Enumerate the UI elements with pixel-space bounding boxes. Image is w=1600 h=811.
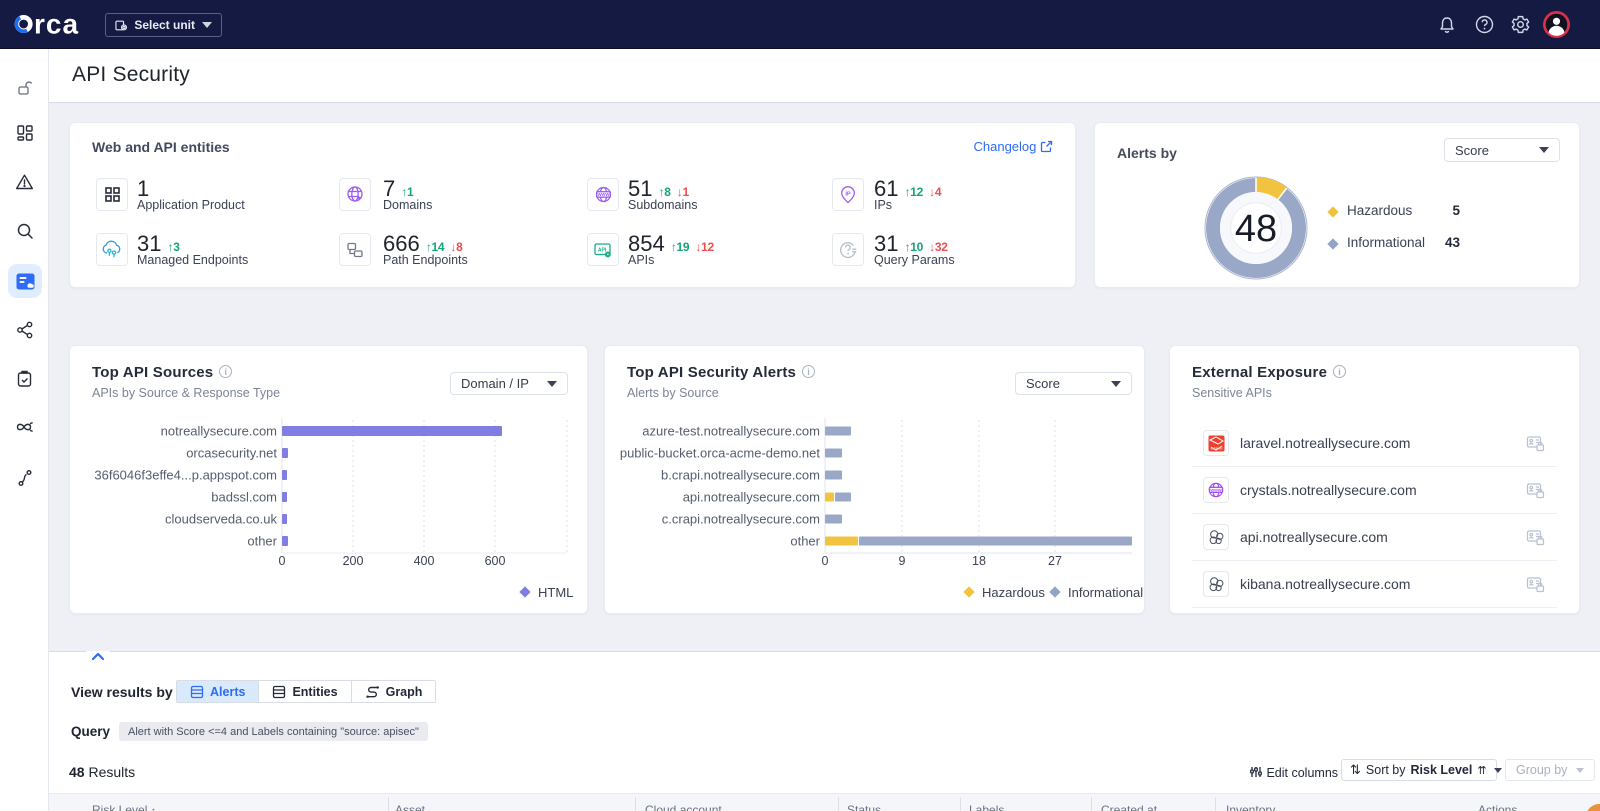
svg-text:azure-test.notreallysecure.com: azure-test.notreallysecure.com — [642, 424, 820, 439]
svg-text:400: 400 — [414, 554, 435, 568]
svg-text:9: 9 — [899, 554, 906, 568]
svg-text:18: 18 — [972, 554, 986, 568]
svg-text:IP: IP — [845, 191, 851, 197]
svg-text:orcasecurity.net: orcasecurity.net — [186, 446, 277, 461]
svg-text:notreallysecure.com: notreallysecure.com — [161, 424, 277, 439]
svg-text:WWW: WWW — [597, 192, 609, 197]
svg-text:48: 48 — [1235, 208, 1277, 250]
svg-text:public-bucket.orca-acme-demo.n: public-bucket.orca-acme-demo.net — [620, 446, 821, 461]
svg-text:Informational: Informational — [1068, 585, 1143, 600]
svg-text:other: other — [247, 534, 277, 549]
svg-text:laravel: laravel — [1210, 445, 1222, 450]
svg-text:api.notreallysecure.com: api.notreallysecure.com — [683, 490, 820, 505]
svg-text:badssl.com: badssl.com — [211, 490, 277, 505]
svg-text:HTML: HTML — [538, 585, 573, 600]
svg-text:other: other — [790, 534, 820, 549]
svg-text:API: API — [598, 247, 607, 253]
svg-text:c.crapi.notreallysecure.com: c.crapi.notreallysecure.com — [662, 512, 820, 527]
svg-text:600: 600 — [485, 554, 506, 568]
svg-text:200: 200 — [343, 554, 364, 568]
svg-text:0: 0 — [822, 554, 829, 568]
svg-text:36f6046f3effe4...p.appspot.com: 36f6046f3effe4...p.appspot.com — [94, 468, 277, 483]
svg-text:Hazardous: Hazardous — [982, 585, 1045, 600]
svg-text:0: 0 — [279, 554, 286, 568]
svg-text:b.crapi.notreallysecure.com: b.crapi.notreallysecure.com — [661, 468, 820, 483]
svg-text:cloudserveda.co.uk: cloudserveda.co.uk — [165, 512, 278, 527]
svg-text:WWW: WWW — [1210, 488, 1221, 493]
svg-text:27: 27 — [1048, 554, 1062, 568]
svg-text:rca: rca — [34, 9, 79, 40]
